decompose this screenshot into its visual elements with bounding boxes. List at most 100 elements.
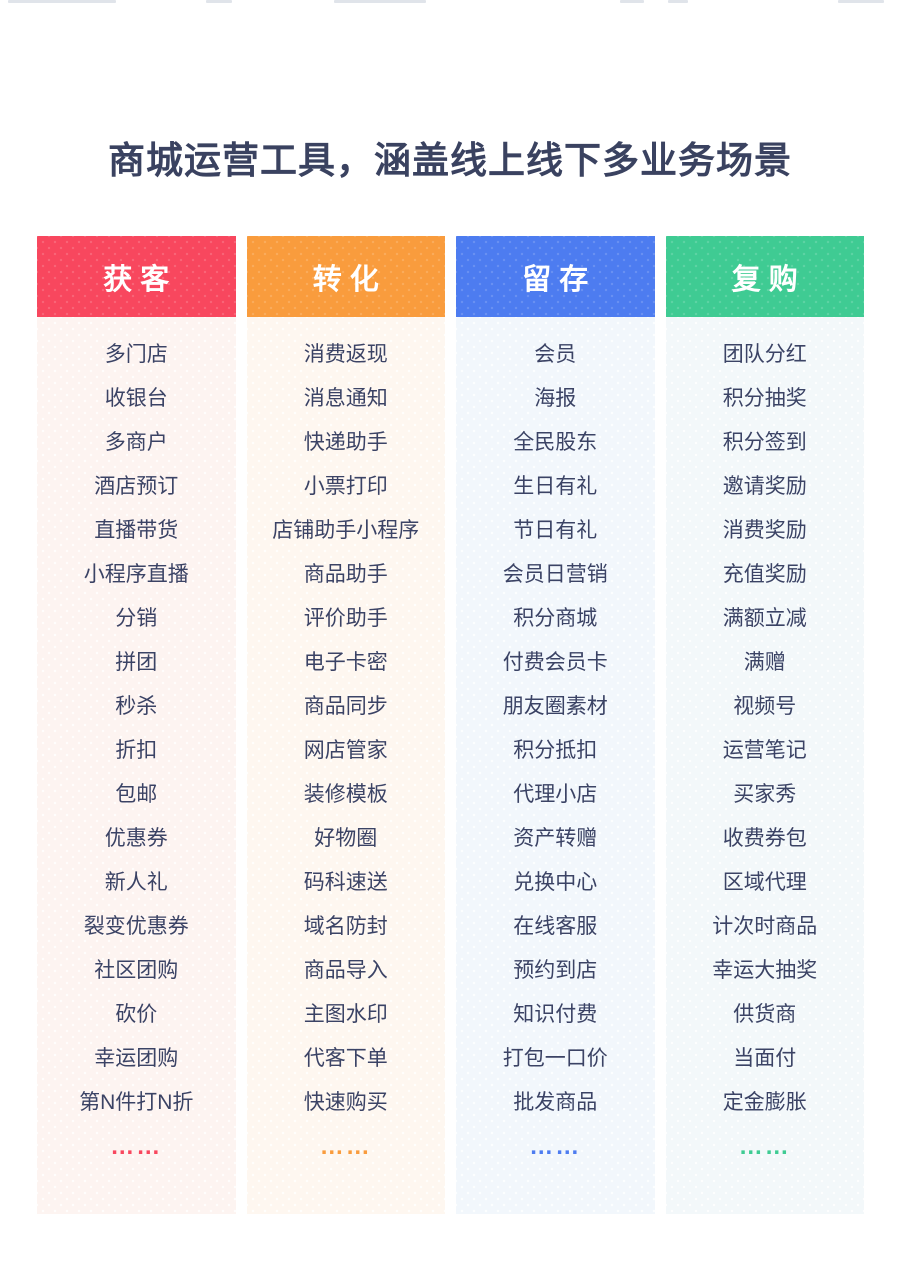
feature-item: 消费奖励 (722, 519, 807, 542)
feature-item: 积分抵扣 (513, 739, 598, 762)
column-body-repurchase: 团队分红 积分抽奖 积分签到 邀请奖励 消费奖励 充值奖励 满额立减 满赠 视频号 运营笔记 买家秀… (665, 317, 865, 1214)
feature-item: 积分签到 (722, 431, 807, 454)
column-header-acquisition: 获客 (37, 236, 236, 317)
feature-item: 小程序直播 (83, 563, 189, 586)
feature-item: 全民股东 (513, 431, 598, 454)
ellipsis-more: …… (529, 1133, 582, 1160)
column-body-conversion: 消费返现消息通知快递助手小票打印店铺助手小程序 商品助手评价助手电子卡密商品同步网… (246, 317, 446, 1214)
feature-item: 商品助手 (303, 563, 388, 586)
feature-item: 定金膨胀 (722, 1091, 807, 1114)
feature-item: 社区团购 (94, 959, 179, 982)
ellipsis-more: …… (110, 1133, 163, 1160)
ellipsis-more: …… (319, 1133, 372, 1160)
feature-item: 多门店 (104, 343, 168, 366)
feature-item: 生日有礼 (513, 475, 598, 498)
column-header-conversion: 转化 (247, 236, 445, 317)
feature-item: 打包一口价 (502, 1047, 608, 1070)
feature-item: 快递助手 (303, 431, 388, 454)
feature-item: 在线客服 (513, 915, 598, 938)
feature-item: 节日有礼 (513, 519, 598, 542)
feature-item: 优惠券 (104, 827, 168, 850)
feature-columns: 获客 多门店收银台多商户酒店预订直播带货小程序直播分销拼团秒杀折扣包邮优惠券新人… (37, 236, 864, 1214)
feature-list-retention: 会员海报全民股东生日有礼节日有礼会员日营销积分商城付费会员卡朋友圈素材积分抵扣代… (456, 331, 655, 1123)
feature-item: 团队分红 (722, 343, 807, 366)
column-acquisition: 获客 多门店收银台多商户酒店预订直播带货小程序直播分销拼团秒杀折扣包邮优惠券新人… (37, 236, 236, 1214)
feature-item: 小票打印 (303, 475, 388, 498)
feature-item: 商品导入 (303, 959, 388, 982)
feature-item: 直播带货 (94, 519, 179, 542)
feature-item: 知识付费 (513, 1003, 598, 1026)
feature-item: 秒杀 (115, 695, 158, 718)
feature-item: 买家秀 (733, 783, 797, 806)
feature-item: 代客下单 (303, 1047, 388, 1070)
feature-item: 商品同步 (303, 695, 388, 718)
ellipsis-more: …… (738, 1133, 791, 1160)
feature-list-acquisition: 多门店收银台多商户酒店预订直播带货小程序直播分销拼团秒杀折扣包邮优惠券新人礼裂变… (37, 331, 236, 1123)
feature-item: 会员 (534, 343, 577, 366)
feature-item: 消息通知 (303, 387, 388, 410)
clipped-text-fragment (206, 0, 232, 3)
feature-item: 视频号 (733, 695, 797, 718)
feature-item: 砍价 (115, 1003, 158, 1026)
feature-item: 幸运团购 (94, 1047, 179, 1070)
clipped-text-fragment (838, 0, 884, 3)
feature-item: 主图水印 (303, 1003, 388, 1026)
column-header-label: 转化 (312, 263, 387, 296)
feature-list-conversion: 消费返现消息通知快递助手小票打印店铺助手小程序 商品助手评价助手电子卡密商品同步网… (247, 331, 446, 1123)
feature-item: 店铺助手小程序 (272, 519, 420, 542)
feature-item: 评价助手 (303, 607, 388, 630)
column-conversion: 转化 消费返现消息通知快递助手小票打印店铺助手小程序 商品助手评价助手电子卡密商品… (246, 236, 446, 1214)
feature-item: 当面付 (733, 1047, 797, 1070)
section-title: 商城运营工具，涵盖线上线下多业务场景 (108, 140, 792, 181)
feature-item: 批发商品 (513, 1091, 598, 1114)
clipped-text-fragment (668, 0, 688, 3)
feature-item: 码科速送 (303, 871, 388, 894)
feature-item: 多商户 (104, 431, 168, 454)
clipped-text-remnant (0, 0, 900, 5)
feature-item: 包邮 (115, 783, 158, 806)
clipped-text-fragment (334, 0, 426, 3)
clipped-text-fragment (8, 0, 116, 3)
feature-item: 幸运大抽奖 (712, 959, 818, 982)
feature-item: 好物圈 (314, 827, 378, 850)
column-header-label: 获客 (103, 263, 178, 296)
feature-item: 预约到店 (513, 959, 598, 982)
column-header-label: 复购 (731, 263, 806, 296)
feature-item: 域名防封 (303, 915, 388, 938)
feature-item: 消费返现 (303, 343, 388, 366)
feature-item: 会员日营销 (502, 563, 608, 586)
feature-item: 电子卡密 (303, 651, 388, 674)
feature-item: 运营笔记 (722, 739, 807, 762)
feature-item: 朋友圈素材 (502, 695, 608, 718)
column-header-label: 留存 (522, 263, 597, 296)
feature-item: 折扣 (115, 739, 158, 762)
feature-item: 满额立减 (722, 607, 807, 630)
feature-item: 快速购买 (303, 1091, 388, 1114)
column-body-retention: 会员海报全民股东生日有礼节日有礼会员日营销积分商城付费会员卡朋友圈素材积分抵扣代… (456, 317, 655, 1214)
feature-item: 满赠 (743, 651, 786, 674)
feature-item: 分销 (115, 607, 158, 630)
feature-item: 代理小店 (513, 783, 598, 806)
feature-item: 收银台 (104, 387, 168, 410)
feature-item: 兑换中心 (513, 871, 598, 894)
clipped-text-fragment (620, 0, 644, 3)
feature-item: 酒店预订 (94, 475, 179, 498)
feature-item: 网店管家 (303, 739, 388, 762)
column-header-repurchase: 复购 (666, 236, 864, 317)
feature-list-repurchase: 团队分红 积分抽奖 积分签到 邀请奖励 消费奖励 充值奖励 满额立减 满赠 视频号 运营笔记 买家秀… (666, 331, 865, 1123)
column-header-retention: 留存 (456, 236, 655, 317)
feature-item: 区域代理 (722, 871, 807, 894)
column-repurchase: 复购 团队分红 积分抽奖 积分签到 邀请奖励 消费奖励 充值奖励 满额立减 满赠 视频号 运营笔记… (665, 236, 865, 1214)
feature-item: 供货商 (733, 1003, 797, 1026)
column-retention: 留存 会员海报全民股东生日有礼节日有礼会员日营销积分商城付费会员卡朋友圈素材积分… (456, 236, 655, 1214)
feature-item: 新人礼 (104, 871, 168, 894)
feature-item: 第N件打N折 (79, 1091, 194, 1114)
feature-item: 计次时商品 (712, 915, 818, 938)
feature-item: 海报 (534, 387, 577, 410)
feature-item: 裂变优惠券 (83, 915, 189, 938)
feature-item: 付费会员卡 (502, 651, 608, 674)
feature-item: 积分商城 (513, 607, 598, 630)
feature-item: 拼团 (115, 651, 158, 674)
feature-item: 充值奖励 (722, 563, 807, 586)
